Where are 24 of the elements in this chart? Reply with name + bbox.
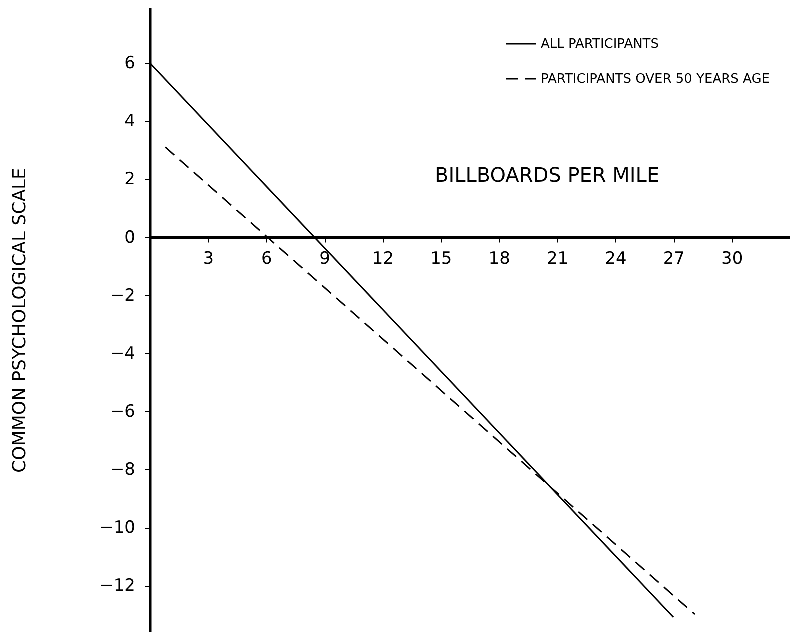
x-tick-label: 15 [430, 248, 452, 269]
x-tick-label: 12 [372, 248, 394, 269]
x-tick-label: 21 [546, 248, 569, 269]
y-tick-label: 0 [124, 228, 136, 248]
y-tick-label: −2 [110, 286, 136, 306]
x-tick-label: 24 [605, 248, 627, 269]
y-tick-label: 4 [124, 112, 136, 132]
legend-label: ALL PARTICIPANTS [541, 37, 660, 52]
x-tick-label: 3 [203, 248, 214, 269]
y-tick-label: −4 [110, 344, 136, 364]
y-axis-title: COMMON PSYCHOLOGICAL SCALE [10, 168, 31, 473]
y-tick-label: 2 [124, 170, 136, 190]
x-axis-title: BILLBOARDS PER MILE [435, 162, 660, 187]
y-tick-label: −8 [110, 460, 136, 480]
y-tick-label: −10 [100, 518, 136, 538]
x-tick-label: 30 [722, 248, 744, 269]
x-tick-label: 9 [320, 248, 330, 269]
legend-label: PARTICIPANTS OVER 50 YEARS AGE [541, 72, 770, 87]
x-tick-label: 18 [488, 248, 510, 269]
y-tick-label: −12 [100, 576, 136, 596]
y-tick-label: −6 [110, 402, 136, 422]
y-tick-label: 6 [124, 54, 136, 74]
x-tick-label: 6 [261, 248, 272, 269]
x-tick-label: 27 [663, 248, 685, 269]
